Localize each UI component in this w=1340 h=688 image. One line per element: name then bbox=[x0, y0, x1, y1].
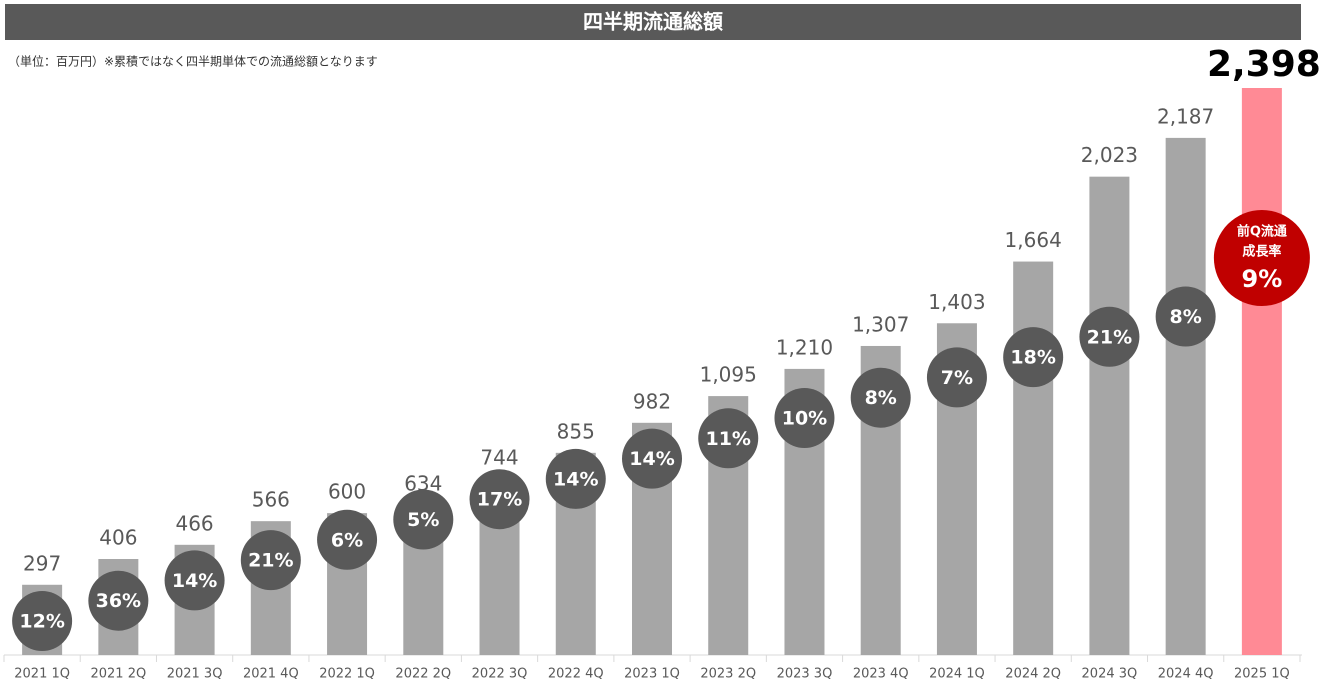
x-tick-label: 2025 1Q bbox=[1234, 667, 1290, 682]
growth-circle bbox=[88, 570, 149, 631]
growth-label: 17% bbox=[477, 489, 522, 511]
growth-label: 18% bbox=[1010, 347, 1055, 369]
bar bbox=[1089, 176, 1130, 655]
x-tick-label: 2023 4Q bbox=[853, 667, 909, 682]
value-label: 600 bbox=[328, 480, 366, 504]
growth-circle bbox=[774, 388, 835, 448]
value-label: 1,403 bbox=[928, 290, 985, 314]
value-label: 466 bbox=[175, 511, 213, 535]
growth-label: 10% bbox=[782, 408, 827, 430]
growth-label: 12% bbox=[19, 611, 64, 633]
x-tick-label: 2024 3Q bbox=[1082, 667, 1138, 682]
x-tick-label: 2022 4Q bbox=[548, 667, 604, 682]
growth-label: 8% bbox=[1170, 306, 1202, 328]
growth-label: 14% bbox=[172, 570, 217, 592]
value-label: 2,398 bbox=[1207, 44, 1321, 85]
value-label: 1,307 bbox=[852, 312, 909, 336]
growth-label: 14% bbox=[553, 468, 598, 490]
growth-label: 11% bbox=[705, 428, 750, 450]
x-tick-label: 2023 3Q bbox=[777, 667, 833, 682]
growth-label: 21% bbox=[1087, 326, 1132, 348]
growth-circle bbox=[1213, 210, 1310, 306]
title-bar bbox=[5, 4, 1301, 40]
x-tick-label: 2022 1Q bbox=[319, 667, 375, 682]
value-label: 2,187 bbox=[1157, 104, 1214, 128]
bar bbox=[1241, 88, 1282, 655]
chart-title: 四半期流通総額 bbox=[583, 10, 723, 34]
value-label: 1,664 bbox=[1005, 228, 1062, 252]
growth-circle bbox=[698, 408, 759, 469]
value-label: 1,210 bbox=[776, 335, 833, 359]
chart-subtitle: （単位：百万円）※累積ではなく四半期単体での流通総額となります bbox=[8, 54, 378, 69]
growth-circle bbox=[240, 530, 301, 591]
x-tick-label: 2022 2Q bbox=[395, 667, 451, 682]
x-tick-label: 2023 2Q bbox=[700, 667, 756, 682]
growth-circle bbox=[1003, 327, 1064, 388]
x-tick-label: 2021 3Q bbox=[167, 667, 223, 682]
growth-circle bbox=[545, 448, 606, 509]
value-label: 406 bbox=[99, 526, 137, 550]
growth-circle bbox=[469, 469, 530, 530]
growth-circle bbox=[317, 509, 378, 570]
value-label: 2,023 bbox=[1081, 143, 1138, 167]
value-label: 297 bbox=[23, 551, 61, 575]
callout-text: 前Q流通 bbox=[1237, 224, 1287, 240]
growth-label: 36% bbox=[96, 590, 141, 612]
bar bbox=[1165, 137, 1206, 655]
bar bbox=[1013, 261, 1054, 655]
x-tick-label: 2024 1Q bbox=[929, 667, 985, 682]
x-tick-label: 2021 1Q bbox=[14, 667, 70, 682]
value-label: 982 bbox=[633, 389, 671, 413]
growth-circle bbox=[164, 550, 225, 611]
growth-label: 9% bbox=[1242, 265, 1283, 293]
value-label: 566 bbox=[252, 488, 290, 512]
growth-circle bbox=[393, 489, 454, 550]
growth-label: 6% bbox=[331, 529, 363, 551]
value-label: 855 bbox=[557, 419, 595, 443]
growth-circle bbox=[926, 347, 987, 408]
growth-circle bbox=[622, 428, 682, 489]
growth-circle bbox=[12, 591, 73, 651]
x-tick-label: 2022 3Q bbox=[472, 667, 528, 682]
x-tick-label: 2024 2Q bbox=[1005, 667, 1061, 682]
growth-label: 5% bbox=[407, 509, 439, 531]
growth-circle bbox=[850, 367, 911, 428]
growth-label: 14% bbox=[629, 448, 674, 470]
growth-circle bbox=[1155, 286, 1216, 347]
growth-label: 8% bbox=[865, 387, 897, 409]
x-tick-label: 2021 2Q bbox=[90, 667, 146, 682]
value-label: 1,095 bbox=[700, 363, 757, 387]
growth-circle bbox=[1079, 306, 1140, 367]
callout-text: 成長率 bbox=[1242, 244, 1281, 260]
growth-label: 21% bbox=[248, 550, 293, 572]
x-tick-label: 2023 1Q bbox=[624, 667, 680, 682]
growth-label: 7% bbox=[941, 367, 973, 389]
value-label: 744 bbox=[480, 446, 518, 470]
x-tick-label: 2021 4Q bbox=[243, 667, 299, 682]
x-tick-label: 2024 4Q bbox=[1158, 667, 1214, 682]
